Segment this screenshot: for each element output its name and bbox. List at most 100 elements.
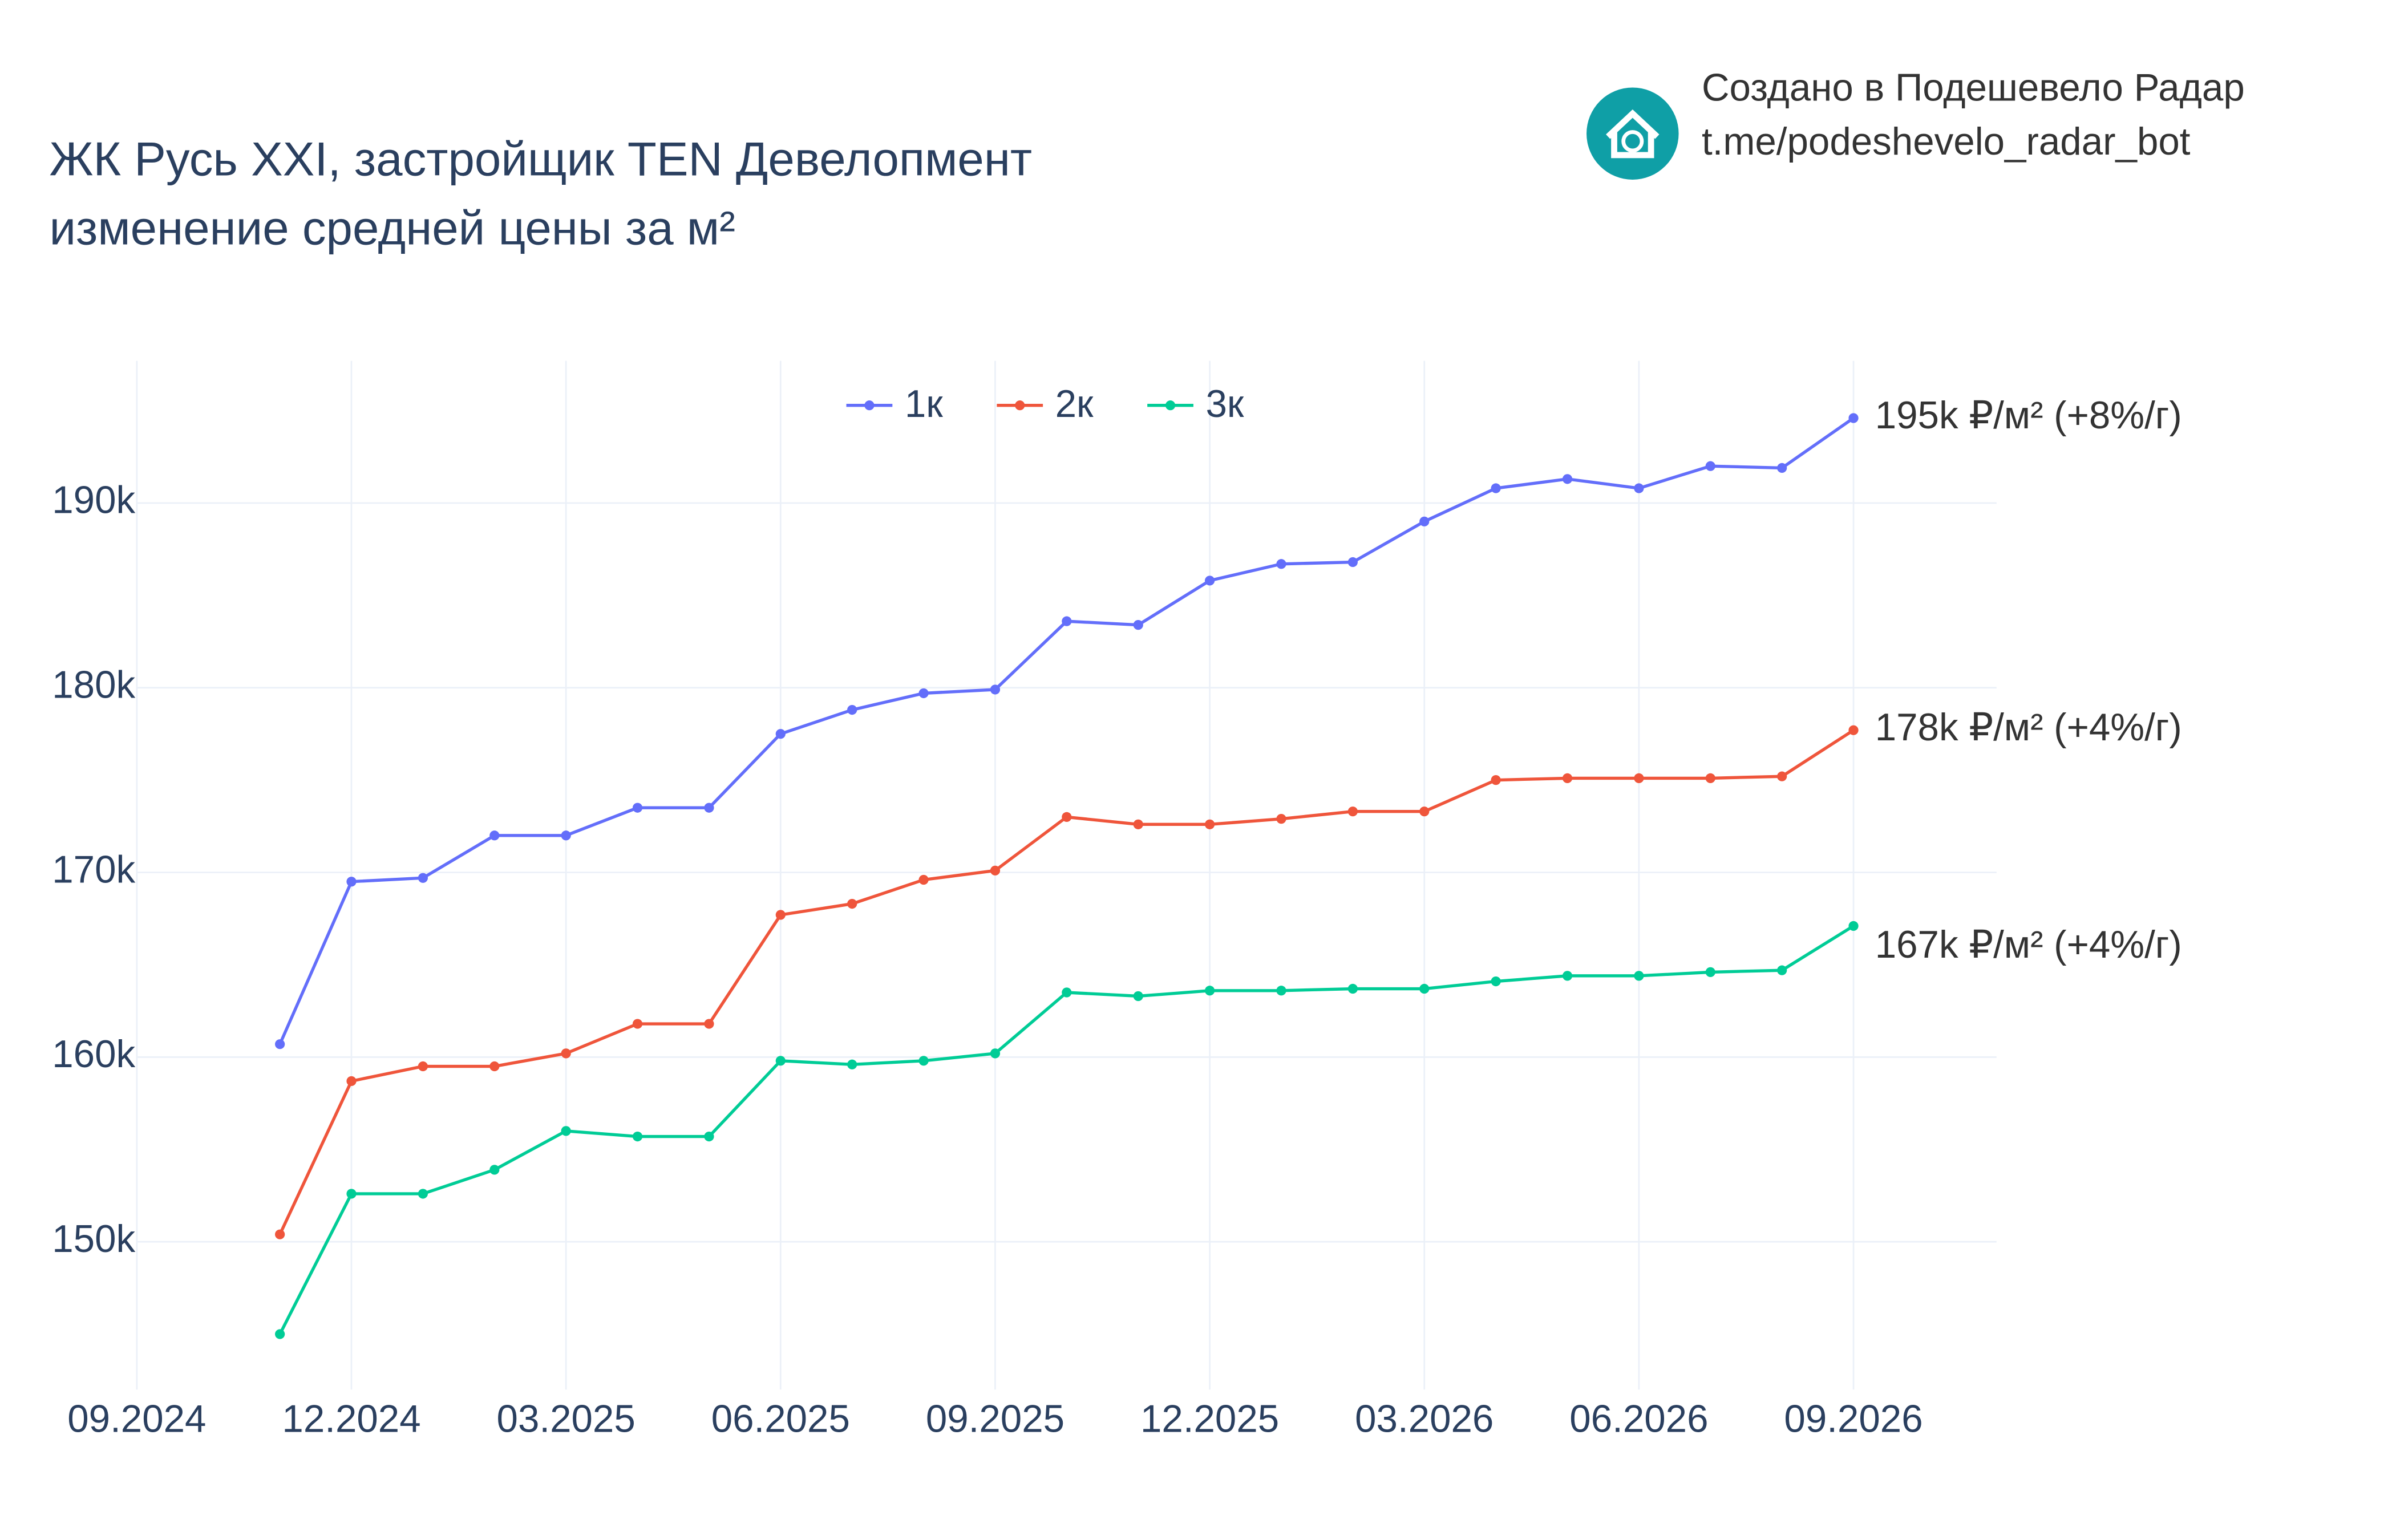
data-point — [632, 1131, 643, 1142]
x-tick-label: 12.2025 — [1140, 1398, 1279, 1441]
watermark: Создано в Подешевело Радар — [1702, 67, 2245, 110]
logo — [1586, 87, 1679, 180]
data-point — [1276, 814, 1286, 824]
legend-label: 3к — [1205, 383, 1244, 425]
x-tick-label: 12.2024 — [282, 1398, 420, 1441]
y-tick-label: 150k — [52, 1218, 135, 1261]
data-point — [1419, 516, 1430, 526]
y-tick-label: 190k — [52, 479, 135, 522]
data-point — [990, 1048, 1001, 1059]
legend-marker — [864, 400, 875, 411]
x-tick-label: 03.2026 — [1355, 1398, 1494, 1441]
data-point — [1133, 991, 1143, 1002]
data-point — [704, 803, 714, 813]
data-point — [1848, 921, 1859, 931]
data-point — [1634, 773, 1644, 784]
data-point — [1204, 819, 1215, 829]
data-point — [775, 1056, 786, 1066]
chart-title: ЖК Русь XXI, застройщик TEN Девелопмент — [49, 132, 1032, 185]
data-point — [632, 1019, 643, 1029]
data-point — [1562, 474, 1573, 484]
data-point — [1634, 483, 1644, 493]
data-point — [1347, 557, 1358, 568]
data-point — [1419, 983, 1430, 994]
data-point — [847, 898, 857, 909]
data-point — [1276, 559, 1286, 569]
data-point — [1133, 620, 1143, 630]
data-point — [346, 1076, 357, 1087]
data-point — [1562, 773, 1573, 784]
data-point — [1777, 463, 1787, 473]
data-point — [1491, 483, 1501, 493]
y-tick-label: 170k — [52, 848, 135, 891]
watermark: t.me/podeshevelo_radar_bot — [1702, 120, 2191, 163]
legend-label: 2к — [1055, 383, 1094, 425]
data-point — [1491, 976, 1501, 987]
data-point — [918, 688, 929, 699]
x-tick-label: 09.2026 — [1784, 1398, 1923, 1441]
data-point — [775, 910, 786, 920]
data-point — [346, 877, 357, 887]
data-point — [1347, 807, 1358, 817]
data-point — [1062, 812, 1072, 822]
grid — [136, 360, 1997, 1390]
data-point — [1276, 986, 1286, 996]
chart-subtitle: изменение средней цены за м² — [49, 201, 735, 255]
data-point — [990, 684, 1001, 695]
data-point — [704, 1131, 714, 1142]
data-point — [632, 803, 643, 813]
end-label: 195k ₽/м² (+8%/г) — [1875, 394, 2182, 437]
data-point — [918, 874, 929, 885]
x-tick-label: 06.2025 — [711, 1398, 850, 1441]
data-point — [990, 865, 1001, 876]
data-point — [275, 1229, 285, 1239]
data-point — [1204, 986, 1215, 996]
data-point — [1848, 413, 1859, 423]
data-point — [1848, 725, 1859, 735]
data-point — [418, 1189, 428, 1199]
data-point — [418, 1061, 428, 1072]
data-point — [1562, 971, 1573, 981]
data-point — [847, 1059, 857, 1069]
data-point — [1133, 819, 1143, 829]
data-point — [275, 1329, 285, 1339]
data-point — [847, 704, 857, 715]
y-tick-label: 180k — [52, 664, 135, 707]
data-point — [1347, 983, 1358, 994]
x-tick-label: 09.2024 — [67, 1398, 206, 1441]
data-point — [1419, 807, 1430, 817]
legend-label: 1к — [905, 383, 943, 425]
end-label: 178k ₽/м² (+4%/г) — [1875, 706, 2182, 749]
data-point — [775, 729, 786, 739]
data-point — [489, 830, 500, 841]
x-tick-label: 06.2026 — [1569, 1398, 1708, 1441]
data-point — [1705, 773, 1715, 784]
data-point — [704, 1019, 714, 1029]
data-point — [1204, 576, 1215, 586]
x-tick-label: 03.2025 — [497, 1398, 636, 1441]
data-point — [561, 1126, 571, 1136]
data-point — [489, 1165, 500, 1175]
data-point — [1062, 616, 1072, 626]
data-point — [1777, 771, 1787, 781]
y-tick-label: 160k — [52, 1033, 135, 1076]
data-point — [1062, 987, 1072, 998]
data-point — [1705, 461, 1715, 471]
data-point — [1705, 967, 1715, 978]
data-point — [489, 1061, 500, 1072]
data-point — [918, 1056, 929, 1066]
end-label: 167k ₽/м² (+4%/г) — [1875, 923, 2182, 966]
legend-marker — [1165, 400, 1176, 411]
x-tick-label: 09.2025 — [926, 1398, 1065, 1441]
data-point — [1777, 965, 1787, 975]
data-point — [1491, 775, 1501, 785]
data-point — [346, 1189, 357, 1199]
data-point — [418, 873, 428, 883]
data-point — [1634, 971, 1644, 981]
data-point — [275, 1039, 285, 1049]
legend-marker — [1015, 400, 1025, 411]
data-point — [561, 1048, 571, 1059]
